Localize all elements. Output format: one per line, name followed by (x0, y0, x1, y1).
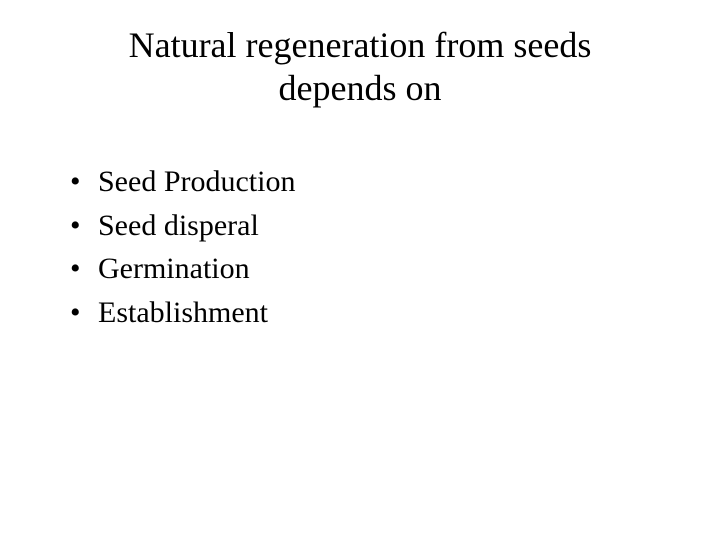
bullet-list: • Seed Production • Seed disperal • Germ… (40, 160, 680, 334)
slide: Natural regeneration from seeds depends … (0, 0, 720, 540)
list-item: • Establishment (70, 291, 680, 335)
bullet-text: Seed Production (98, 160, 295, 204)
bullet-icon: • (70, 291, 98, 335)
list-item: • Seed Production (70, 160, 680, 204)
slide-title: Natural regeneration from seeds depends … (40, 24, 680, 110)
bullet-icon: • (70, 247, 98, 291)
list-item: • Germination (70, 247, 680, 291)
bullet-icon: • (70, 160, 98, 204)
bullet-text: Germination (98, 247, 250, 291)
list-item: • Seed disperal (70, 204, 680, 248)
bullet-text: Seed disperal (98, 204, 259, 248)
bullet-icon: • (70, 204, 98, 248)
bullet-text: Establishment (98, 291, 268, 335)
